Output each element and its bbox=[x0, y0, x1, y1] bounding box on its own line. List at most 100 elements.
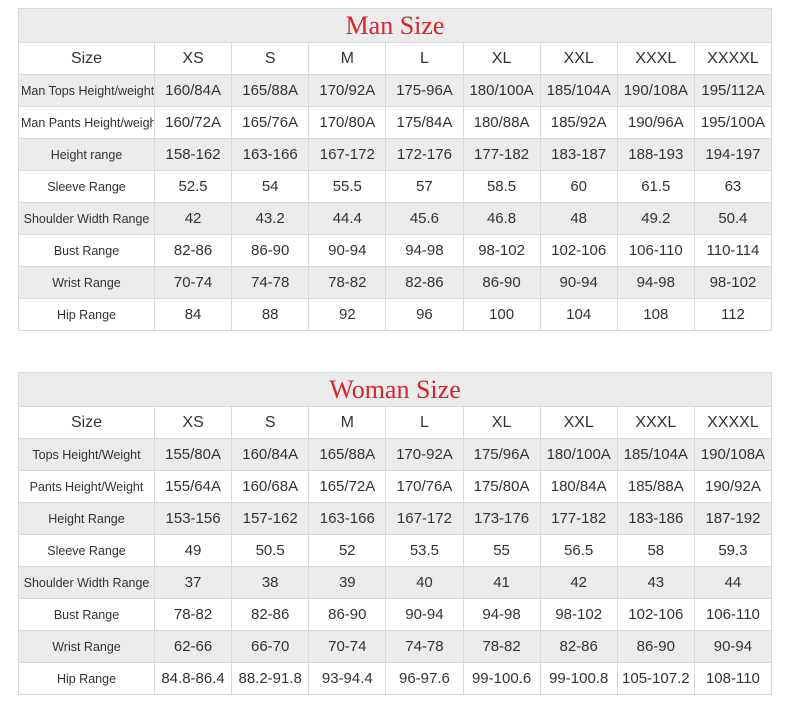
size-value-cell: 155/80A bbox=[153, 438, 233, 471]
size-label-header: Size bbox=[18, 406, 155, 439]
size-column-header: XXL bbox=[539, 42, 618, 75]
size-value-cell: 84 bbox=[153, 298, 233, 331]
size-value-cell: 82-86 bbox=[231, 598, 310, 631]
size-value-cell: 74-78 bbox=[231, 266, 310, 299]
man-table-body: Man Tops Height/weight 160/84A 165/88A 170/… bbox=[18, 74, 773, 331]
size-value-cell: 59.3 bbox=[693, 534, 773, 567]
row-label: Shoulder Width Range bbox=[18, 202, 155, 235]
table-row: Shoulder Width Range 37 38 39 40 41 42 43 44 bbox=[18, 566, 773, 599]
size-value-cell: 39 bbox=[308, 566, 387, 599]
size-value-cell: 70-74 bbox=[153, 266, 233, 299]
row-label: Wrist Range bbox=[18, 630, 155, 663]
size-column-header: S bbox=[231, 406, 310, 439]
size-value-cell: 54 bbox=[231, 170, 310, 203]
size-value-cell: 180/100A bbox=[462, 74, 541, 107]
size-value-cell: 82-86 bbox=[153, 234, 233, 267]
size-value-cell: 180/84A bbox=[539, 470, 618, 503]
size-value-cell: 98-102 bbox=[539, 598, 618, 631]
size-value-cell: 82-86 bbox=[385, 266, 464, 299]
size-value-cell: 41 bbox=[462, 566, 541, 599]
size-value-cell: 190/108A bbox=[693, 438, 773, 471]
size-value-cell: 175/80A bbox=[462, 470, 541, 503]
table-row: Height Range 153-156 157-162 163-166 167-172… bbox=[18, 502, 773, 535]
size-value-cell: 50.4 bbox=[693, 202, 773, 235]
size-column-header: XXL bbox=[539, 406, 618, 439]
size-value-cell: 190/92A bbox=[693, 470, 773, 503]
size-value-cell: 96-97.6 bbox=[385, 662, 464, 695]
size-value-cell: 88 bbox=[231, 298, 310, 331]
size-value-cell: 98-102 bbox=[462, 234, 541, 267]
size-value-cell: 55 bbox=[462, 534, 541, 567]
size-value-cell: 45.6 bbox=[385, 202, 464, 235]
size-value-cell: 175/96A bbox=[462, 438, 541, 471]
size-value-cell: 63 bbox=[693, 170, 773, 203]
size-label-header: Size bbox=[18, 42, 155, 75]
size-value-cell: 50.5 bbox=[231, 534, 310, 567]
size-value-cell: 185/104A bbox=[539, 74, 618, 107]
size-value-cell: 165/76A bbox=[231, 106, 310, 139]
size-value-cell: 98-102 bbox=[693, 266, 773, 299]
size-value-cell: 40 bbox=[385, 566, 464, 599]
size-value-cell: 177-182 bbox=[539, 502, 618, 535]
size-value-cell: 44 bbox=[693, 566, 773, 599]
size-value-cell: 78-82 bbox=[462, 630, 541, 663]
size-value-cell: 52.5 bbox=[153, 170, 233, 203]
table-row: Sleeve Range 49 50.5 52 53.5 55 56.5 58 59.3 bbox=[18, 534, 773, 567]
size-value-cell: 78-82 bbox=[308, 266, 387, 299]
size-value-cell: 170/80A bbox=[308, 106, 387, 139]
size-value-cell: 170/76A bbox=[385, 470, 464, 503]
size-value-cell: 170-92A bbox=[385, 438, 464, 471]
size-value-cell: 90-94 bbox=[539, 266, 618, 299]
size-value-cell: 183-187 bbox=[539, 138, 618, 171]
size-column-header: M bbox=[308, 406, 387, 439]
size-value-cell: 93-94.4 bbox=[308, 662, 387, 695]
woman-size-header-row: Size XS S M L XL XXL XXXL XXXXL bbox=[18, 406, 773, 439]
size-value-cell: 94-98 bbox=[462, 598, 541, 631]
size-column-header: XXXXL bbox=[693, 406, 773, 439]
size-value-cell: 43 bbox=[616, 566, 695, 599]
size-value-cell: 108-110 bbox=[693, 662, 773, 695]
size-value-cell: 94-98 bbox=[616, 266, 695, 299]
size-column-header: XS bbox=[153, 406, 233, 439]
table-row: Hip Range 84 88 92 96 100 104 108 112 bbox=[18, 298, 773, 331]
size-value-cell: 90-94 bbox=[308, 234, 387, 267]
woman-table-body: Tops Height/Weight 155/80A 160/84A 165/88A 1… bbox=[18, 438, 773, 695]
size-value-cell: 190/96A bbox=[616, 106, 695, 139]
row-label: Bust Range bbox=[18, 598, 155, 631]
size-value-cell: 49 bbox=[153, 534, 233, 567]
man-title-row: Man Size bbox=[18, 8, 772, 43]
size-value-cell: 190/108A bbox=[616, 74, 695, 107]
size-value-cell: 102-106 bbox=[539, 234, 618, 267]
row-label: Height range bbox=[18, 138, 155, 171]
size-column-header: L bbox=[385, 406, 464, 439]
size-value-cell: 96 bbox=[385, 298, 464, 331]
row-label: Bust Range bbox=[18, 234, 155, 267]
row-label: Tops Height/Weight bbox=[18, 438, 155, 471]
size-value-cell: 195/100A bbox=[693, 106, 773, 139]
size-value-cell: 153-156 bbox=[153, 502, 233, 535]
table-row: Wrist Range 62-66 66-70 70-74 74-78 78-82 82-8… bbox=[18, 630, 773, 663]
size-value-cell: 175/84A bbox=[385, 106, 464, 139]
size-value-cell: 183-186 bbox=[616, 502, 695, 535]
size-value-cell: 165/88A bbox=[231, 74, 310, 107]
size-column-header: L bbox=[385, 42, 464, 75]
row-label: Height Range bbox=[18, 502, 155, 535]
size-value-cell: 108 bbox=[616, 298, 695, 331]
size-value-cell: 188-193 bbox=[616, 138, 695, 171]
table-row: Man Tops Height/weight 160/84A 165/88A 170/… bbox=[18, 74, 773, 107]
size-value-cell: 170/92A bbox=[308, 74, 387, 107]
size-value-cell: 46.8 bbox=[462, 202, 541, 235]
size-column-header: XXXXL bbox=[693, 42, 773, 75]
size-column-header: XXXL bbox=[616, 42, 695, 75]
size-value-cell: 42 bbox=[153, 202, 233, 235]
size-value-cell: 86-90 bbox=[308, 598, 387, 631]
row-label: Wrist Range bbox=[18, 266, 155, 299]
size-value-cell: 104 bbox=[539, 298, 618, 331]
size-value-cell: 44.4 bbox=[308, 202, 387, 235]
size-column-header: S bbox=[231, 42, 310, 75]
size-value-cell: 110-114 bbox=[693, 234, 773, 267]
size-value-cell: 38 bbox=[231, 566, 310, 599]
size-column-header: M bbox=[308, 42, 387, 75]
size-value-cell: 167-172 bbox=[308, 138, 387, 171]
table-row: Bust Range 78-82 82-86 86-90 90-94 94-98 98-10… bbox=[18, 598, 773, 631]
